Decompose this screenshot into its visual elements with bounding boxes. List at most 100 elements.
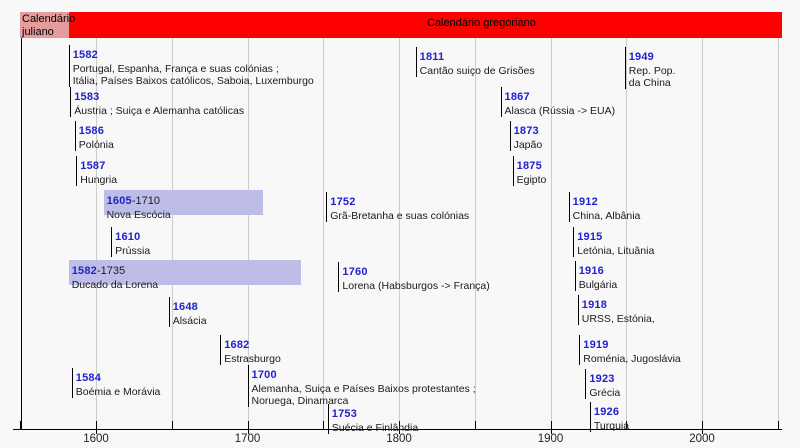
julian-era-label: Calendário juliano <box>22 13 76 38</box>
entry-description: Grã-Bretanha e suas colónias <box>330 210 470 222</box>
entry-year: 1873 <box>513 125 539 137</box>
period-bar-1605-1710: 1605-1710 Nova Escócia <box>103 190 263 221</box>
axis-tick-1600 <box>96 421 97 429</box>
entry-year: 1587 <box>80 160 106 172</box>
entry-description: Noruega, Dinamarca <box>251 395 349 407</box>
gridline-2050 <box>777 38 779 429</box>
timeline-entry-1586: 1586 Polónia <box>74 121 114 151</box>
entry-description: Prússia <box>115 245 151 257</box>
entry-description: da China <box>628 77 671 89</box>
entry-description: Grécia <box>589 387 621 399</box>
timeline-entry-1912: 1912 China, Albânia <box>568 192 641 222</box>
entry-year: 1610 <box>115 231 141 243</box>
timeline-entry-1584: 1584 Boémia e Morávia <box>71 368 161 398</box>
entry-description: Letónia, Lituânia <box>577 245 655 257</box>
timeline-entry-1916: 1916 Bulgária <box>574 261 618 291</box>
gridline-1600 <box>96 38 97 429</box>
entry-description: Lorena (Habsburgos -> França) <box>342 280 490 292</box>
entry-year: 1583 <box>74 91 100 103</box>
axis-tick-1750 <box>323 421 325 429</box>
entry-year: 1760 <box>342 266 368 278</box>
entry-year: 1923 <box>589 373 615 385</box>
axis-label-1700: 1700 <box>234 433 261 445</box>
gridline-1850 <box>474 38 476 429</box>
timeline-entry-1918: 1918 URSS, Estónia, <box>577 295 655 325</box>
timeline-entry-1582: 1582 Portugal, Espanha, França e suas col… <box>68 45 314 87</box>
entry-year: 1584 <box>75 372 102 384</box>
entry-description: Alasca (Rússia -> EUA) <box>504 105 616 117</box>
entry-year: 1586 <box>78 125 105 137</box>
entry-year: 1918 <box>581 299 608 311</box>
axis-major-tick-1800 <box>399 430 400 434</box>
timeline-entry-1919: 1919 Roménia, Jugoslávia <box>579 335 681 365</box>
gridline-1750 <box>323 38 325 429</box>
axis-tick-1650 <box>171 421 173 429</box>
entry-end-year: -1735 <box>97 265 126 277</box>
timeline-entry-1923: 1923 Grécia <box>585 369 620 399</box>
timeline-entry-1949: 1949 Rep. Pop. da China <box>624 47 676 89</box>
timeline-entry-1752: 1752 Grã-Bretanha e suas colónias <box>326 192 469 222</box>
timeline-entry-1811: 1811 Cantão suiço de Grisões <box>415 47 535 77</box>
entry-description: Alsácia <box>172 315 207 327</box>
axis-tick-1850 <box>474 421 476 429</box>
entry-end-year: -1710 <box>131 195 160 207</box>
entry-description: Ducado da Lorena <box>71 279 159 291</box>
entry-year: 1682 <box>224 339 250 351</box>
gridline-1650 <box>171 38 173 429</box>
axis-tick-2050 <box>777 421 779 429</box>
axis-label-1600: 1600 <box>83 433 109 445</box>
timeline-entry-1610: 1610 Prússia <box>111 227 150 257</box>
entry-year: 1867 <box>504 91 530 103</box>
axis-major-tick-1900 <box>550 430 552 434</box>
entry-description: Estrasburgo <box>224 353 281 365</box>
gridline-1700 <box>247 38 249 429</box>
timeline-entry-1760: 1760 Lorena (Habsburgos -> França) <box>338 262 490 292</box>
entry-year: 1912 <box>572 196 598 208</box>
entry-year: 1582 <box>72 49 98 61</box>
entry-description: Portugal, Espanha, França e suas colónia… <box>72 63 279 75</box>
timeline-entry-1873: 1873 Japão <box>509 121 542 151</box>
timeline-entry-1648: 1648 Alsácia <box>168 297 207 327</box>
gregorian-era-label: Calendário gregoriano <box>427 17 536 29</box>
entry-description: Egipto <box>516 174 547 186</box>
gregorian-era-bar <box>69 12 782 38</box>
axis-tick-1550 <box>20 421 22 429</box>
entry-year: 1582 <box>71 265 97 277</box>
timeline-entry-1915: 1915 Letónia, Lituânia <box>573 227 654 257</box>
timeline-entry-1867: 1867 Alasca (Rússia -> EUA) <box>500 87 616 117</box>
timeline-entry-1682: 1682 Estrasburgo <box>220 335 281 365</box>
entry-year: 1648 <box>172 301 198 313</box>
axis-major-tick-1700 <box>247 430 249 434</box>
axis-major-tick-1600 <box>96 430 97 434</box>
entry-year: 1700 <box>251 369 277 381</box>
axis-label-2000: 2000 <box>689 433 715 445</box>
entry-year: 1919 <box>583 339 609 351</box>
entry-year: 1875 <box>516 160 542 172</box>
entry-description: Rep. Pop. <box>628 65 676 77</box>
period-bar-1582-1735: 1582-1735 Ducado da Lorena <box>68 260 301 291</box>
entry-description: Itália, Países Baixos católicos, Saboia,… <box>72 75 314 87</box>
entry-description: Turquia <box>593 420 630 432</box>
timeline-entry-1926: 1926 Turquia <box>589 402 630 432</box>
entry-description: Boémia e Morávia <box>75 386 161 398</box>
x-axis-line <box>13 429 782 430</box>
gridline-1900 <box>550 38 552 429</box>
gridline-2000 <box>702 38 703 429</box>
entry-description: Hungria <box>80 174 118 186</box>
entry-year: 1605 <box>106 195 132 207</box>
entry-description: Áustria ; Suiça e Alemanha católicas <box>74 105 245 117</box>
timeline-entry-1753: 1753 Suécia e Finlândia <box>327 404 418 434</box>
entry-year: 1916 <box>578 265 605 277</box>
timeline-entry-1700: 1700 Alemanha, Suiça e Países Baixos prot… <box>247 365 476 407</box>
timeline-start-line <box>21 38 22 429</box>
entry-description: Bulgária <box>578 279 618 291</box>
entry-description: China, Albânia <box>572 210 641 222</box>
entry-description: Polónia <box>78 139 114 151</box>
axis-tick-1950 <box>626 421 628 429</box>
entry-description: Cantão suiço de Grisões <box>419 65 535 77</box>
entry-year: 1753 <box>331 408 358 420</box>
axis-label-1900: 1900 <box>537 433 564 445</box>
entry-description: Roménia, Jugoslávia <box>583 353 681 365</box>
